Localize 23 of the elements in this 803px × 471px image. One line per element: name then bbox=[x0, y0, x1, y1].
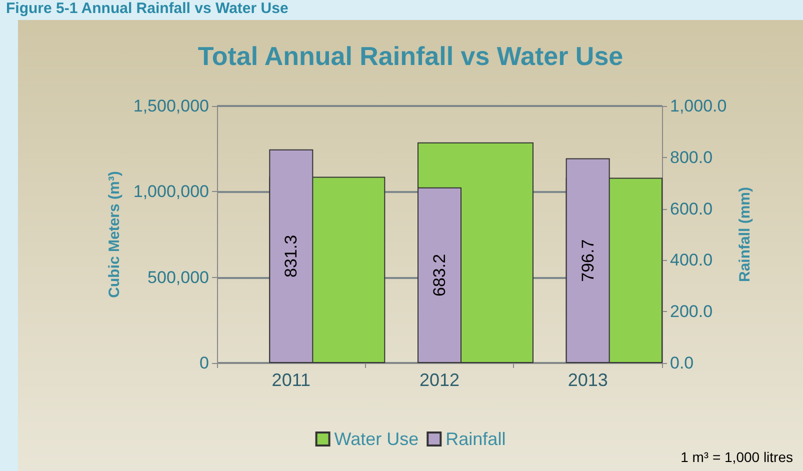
y-tick-label: 1,000,000 bbox=[133, 182, 209, 202]
text: 1 m³ = 1,000 litres bbox=[680, 449, 793, 465]
y2-tick-label: 600.0 bbox=[670, 199, 713, 218]
x-tick-label: 2012 bbox=[419, 370, 460, 390]
y-tick-label: 500,000 bbox=[148, 268, 209, 287]
legend-label: Rainfall bbox=[446, 429, 506, 449]
y2-axis-title: Rainfall (mm) bbox=[736, 186, 754, 282]
y2-tick-label: 200.0 bbox=[670, 302, 713, 322]
x-tick-label: 2013 bbox=[568, 370, 608, 390]
caption: Figure 5-1 Annual Rainfall vs Water Use bbox=[6, 0, 288, 17]
data-label: 796.7 bbox=[578, 239, 598, 282]
y-tick-label: 1,500,000 bbox=[133, 96, 209, 116]
y2-tick-label: 1,000.0 bbox=[670, 96, 727, 116]
chart-title: Total Annual Rainfall vs Water Use bbox=[198, 41, 624, 71]
data-label: 831.3 bbox=[282, 234, 301, 278]
y2-tick-label: 0.0 bbox=[670, 354, 694, 372]
y2-tick-label: 400.0 bbox=[670, 250, 713, 270]
legend-label: Water Use bbox=[334, 429, 419, 449]
y-axis-title: Cubic Meters (m³) bbox=[106, 171, 123, 298]
y2-tick-label: 800.0 bbox=[670, 148, 713, 167]
y-tick-label: 0 bbox=[200, 354, 209, 372]
x-tick-label: 2011 bbox=[272, 370, 311, 390]
data-label: 683.2 bbox=[430, 254, 449, 296]
